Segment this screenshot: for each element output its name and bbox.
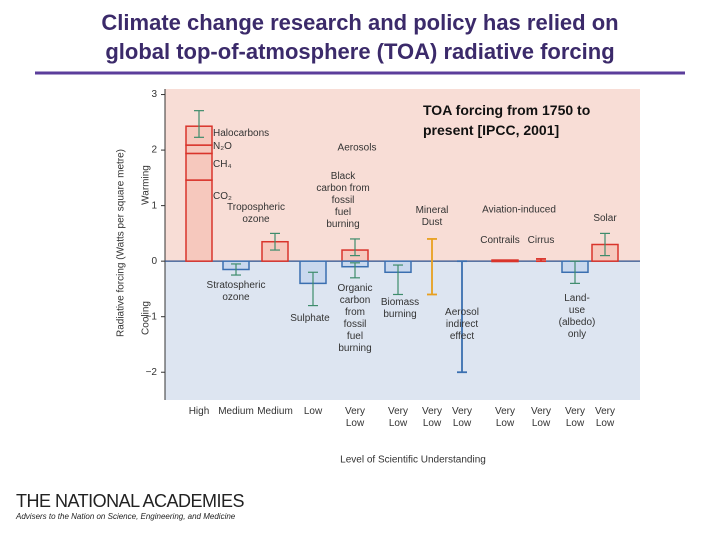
- x-tick-label: Low: [303, 406, 323, 417]
- plot-bg-positive: [165, 89, 640, 262]
- bar: [185, 144, 213, 155]
- x-tick-label: Very Low: [594, 406, 616, 429]
- error-bar: [194, 110, 204, 138]
- y-axis-label: Radiative forcing (Watts per square metr…: [116, 149, 127, 337]
- bar: [491, 259, 519, 263]
- series-label: CH₄: [213, 159, 232, 170]
- series-label: Cirrus: [527, 235, 555, 246]
- logo: THE NATIONAL ACADEMIES: [16, 491, 245, 511]
- x-tick-label: Very Low: [530, 406, 552, 429]
- y-tick-label: 3: [151, 89, 157, 100]
- error-bar: [231, 263, 241, 276]
- plot-bg-negative: [165, 261, 640, 400]
- error-bar: [427, 238, 437, 296]
- y-tick-label: −2: [146, 367, 158, 378]
- x-tick-label: Medium: [257, 406, 293, 417]
- x-tick-label: Very Low: [564, 406, 586, 429]
- series-label: Land- use (albedo) only: [558, 293, 596, 340]
- bar: [185, 152, 213, 181]
- y-tick-label: 2: [151, 145, 157, 156]
- series-label: Tropospheric ozone: [227, 202, 285, 225]
- annotation: Aviation-induced: [482, 205, 556, 216]
- series-label: Halocarbons: [213, 128, 270, 139]
- caption: TOA forcing from 1750 to present [IPCC, …: [423, 102, 591, 138]
- error-bar: [350, 238, 360, 257]
- x-tick-label: High: [188, 406, 210, 417]
- series-label: Aerosol indirect effect: [445, 307, 479, 342]
- error-bar: [308, 271, 318, 307]
- series-label: Mineral Dust: [415, 205, 449, 228]
- series-label: N₂O: [213, 141, 232, 152]
- y-tick-label: 0: [151, 256, 157, 267]
- error-bar: [393, 264, 403, 296]
- logo-subtitle: Advisers to the Nation on Science, Engin…: [16, 512, 236, 521]
- series-label: Biomass burning: [380, 297, 420, 320]
- x-tick-label: Very Low: [421, 406, 443, 429]
- x-tick-label: Very Low: [451, 406, 473, 429]
- error-bar: [457, 260, 467, 374]
- y-tick-label: 1: [151, 200, 157, 211]
- annotation: Aerosols: [338, 143, 377, 154]
- error-bar: [536, 258, 546, 263]
- x-tick-label: Very Low: [387, 406, 409, 429]
- series-label: Solar: [593, 213, 617, 224]
- x-tick-label: Very Low: [344, 406, 366, 429]
- bar: [185, 179, 213, 262]
- annotation: Cooling: [141, 301, 152, 335]
- error-bar: [570, 260, 580, 284]
- series-label: Organic carbon from fossil fuel burning: [337, 283, 373, 354]
- series-label: Stratospheric ozone: [206, 280, 266, 303]
- series-label: Sulphate: [290, 313, 330, 324]
- x-axis-label: Level of Scientific Understanding: [340, 455, 486, 466]
- error-bar: [350, 262, 360, 279]
- series-label: Black carbon from fossil fuel burning: [316, 171, 370, 230]
- series-label: Contrails: [480, 235, 520, 246]
- annotation: Warming: [141, 165, 152, 205]
- y-tick-label: −1: [146, 311, 158, 322]
- error-bar: [600, 232, 610, 257]
- error-bar: [270, 232, 280, 251]
- series-label: CO₂: [213, 191, 232, 202]
- x-tick-label: Very Low: [494, 406, 516, 429]
- slide-title: Climate change research and policy has r…: [101, 10, 619, 64]
- x-tick-label: Medium: [218, 406, 254, 417]
